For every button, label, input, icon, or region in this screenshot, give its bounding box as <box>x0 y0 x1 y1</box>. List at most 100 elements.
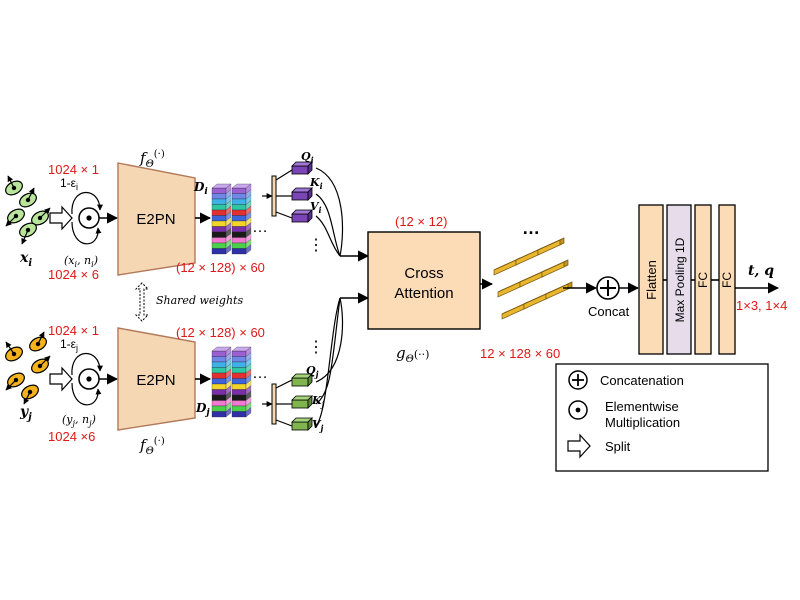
cross-attention-func: gΘ(··) <box>396 344 429 365</box>
top-epsilon: 1-εi <box>60 176 78 192</box>
feature-stripe <box>211 389 227 396</box>
top-feature-symbol: Di <box>193 180 208 197</box>
feature-stripe <box>211 394 227 401</box>
feature-stripe <box>231 193 247 200</box>
feature-stripe <box>211 372 227 379</box>
feature-stripe <box>211 405 227 412</box>
feature-stripe <box>231 367 247 374</box>
feature-stripe <box>211 242 227 249</box>
bottom-elementwise-icon <box>78 368 100 390</box>
legend: Concatenation Elementwise Multiplication… <box>555 363 769 472</box>
bottom-feature-stack <box>211 346 252 418</box>
feature-stripe-side <box>245 407 252 418</box>
bottom-branch: yj 1024 × 1 1-εj (yj, nj) 1024 ×6 E2PN f… <box>5 323 325 457</box>
bottom-normals-path <box>71 382 102 406</box>
feature-stripe <box>231 198 247 205</box>
top-feature-shape: (12 × 128) × 60 <box>176 260 265 275</box>
bottom-qkv-vdots: ⋮ <box>308 339 324 356</box>
bottom-encoder-func: fΘ(·) <box>139 436 165 457</box>
feature-stripe <box>211 215 227 222</box>
top-pair: (xi, ni) <box>64 254 98 269</box>
feature-stripe <box>211 187 227 194</box>
cross-attention-line2: Attention <box>394 285 453 302</box>
feature-stripe <box>211 400 227 407</box>
feature-stripe <box>231 350 247 357</box>
output-label: t, q <box>748 263 774 279</box>
feature-stripe <box>231 231 247 238</box>
feature-stripe <box>231 215 247 222</box>
fused-feature-blocks <box>493 237 573 320</box>
top-encoder-block <box>117 162 196 276</box>
fused-block <box>537 237 565 256</box>
legend-concat-icon <box>568 370 588 390</box>
legend-elementwise-line2: Multiplication <box>605 415 680 430</box>
feature-stripe <box>231 383 247 390</box>
bottom-input-symbol: yj <box>19 404 32 423</box>
feature-stripe <box>211 378 227 385</box>
top-normals-path <box>71 221 102 245</box>
feature-stripe <box>211 367 227 374</box>
concat-icon <box>596 276 620 300</box>
feature-stripe <box>231 220 247 227</box>
top-k-label: Ki <box>309 176 323 191</box>
top-elementwise-icon <box>78 207 100 229</box>
feature-stripe <box>231 372 247 379</box>
bottom-q-block <box>291 373 313 387</box>
feature-stripe <box>231 237 247 244</box>
qkv-connectors <box>315 167 370 427</box>
feature-stripe <box>231 400 247 407</box>
feature-stripe <box>211 411 227 418</box>
maxpool-layer <box>666 204 692 355</box>
top-split-icon <box>49 205 73 231</box>
bottom-encoder-block <box>117 327 196 431</box>
fused-block <box>541 259 569 278</box>
flatten-label: Flatten <box>644 260 659 300</box>
shared-weights-label: Shared weights <box>156 294 243 307</box>
cross-attention-line1: Cross <box>404 265 443 282</box>
bottom-points-shape: 1024 × 1 <box>48 323 99 338</box>
output-shape: 1×3, 1×4 <box>736 298 787 313</box>
feature-stripe <box>231 361 247 368</box>
feature-stack-top <box>231 346 252 352</box>
feature-stripe-side <box>225 244 232 255</box>
maxpool-label: Max Pooling 1D <box>673 237 687 322</box>
shared-weights-arrow-icon <box>134 282 150 322</box>
feature-stripe <box>231 389 247 396</box>
bottom-q-label: Qj <box>306 364 319 379</box>
concat-label: Concat <box>588 304 630 319</box>
top-qkv-vdots: ⋮ <box>308 237 324 254</box>
feature-stack-top <box>211 346 232 352</box>
bottom-k-label: Kj <box>311 394 325 409</box>
bottom-point-cloud-icon <box>5 331 51 405</box>
bottom-v-link <box>275 419 293 427</box>
bottom-feature-shape: (12 × 128) × 60 <box>176 325 265 340</box>
feature-stripe <box>211 209 227 216</box>
legend-split-label: Split <box>605 439 631 454</box>
top-points-path <box>71 191 103 215</box>
legend-concat-label: Concatenation <box>600 373 684 388</box>
fused-shape: 12 × 128 × 60 <box>480 346 560 361</box>
feature-stripe <box>231 242 247 249</box>
feature-stripe <box>231 248 247 255</box>
bottom-k-block <box>291 395 313 409</box>
bottom-v-label: Vj <box>312 418 324 433</box>
top-v-label: Vi <box>310 200 322 215</box>
bottom-split-icon <box>49 366 73 392</box>
bottom-split-bracket <box>271 383 277 425</box>
feature-stripe <box>231 405 247 412</box>
feature-stripe <box>211 193 227 200</box>
bottom-stack-ellipsis: … <box>252 365 268 382</box>
layer-stack: Flatten Max Pooling 1D FC FC <box>638 204 736 355</box>
bottom-epsilon: 1-εj <box>60 337 78 353</box>
top-stack-ellipsis: … <box>252 219 268 236</box>
top-v-block <box>291 209 313 223</box>
top-q-block <box>291 161 313 175</box>
feature-stripe <box>211 198 227 205</box>
feature-stripe-side <box>245 244 252 255</box>
fused-ellipsis: … <box>522 218 540 238</box>
feature-stack-top <box>211 183 232 189</box>
bottom-pair: (yj, nj) <box>62 413 96 428</box>
feature-stripe-side <box>225 407 232 418</box>
feature-stripe <box>231 226 247 233</box>
